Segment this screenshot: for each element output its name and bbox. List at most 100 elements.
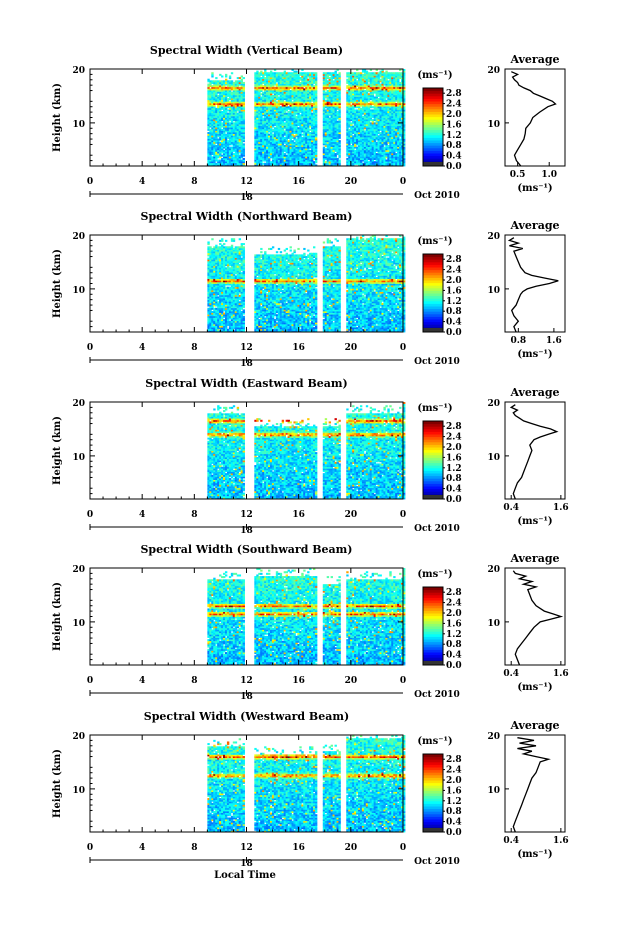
heatmap-cell — [254, 88, 257, 91]
heatmap-cell — [207, 114, 210, 117]
heatmap-cell — [228, 151, 232, 154]
heatmap-cell — [234, 135, 238, 138]
heatmap-cell — [242, 135, 245, 138]
heatmap-cell — [238, 125, 242, 128]
heatmap-cell — [219, 123, 222, 126]
heatmap — [207, 69, 406, 167]
heatmap-cell — [221, 135, 224, 138]
heatmap-cell — [232, 115, 236, 118]
heatmap-cell — [211, 96, 214, 99]
heatmap-cell — [228, 154, 232, 157]
heatmap-cell — [240, 114, 243, 117]
heatmap-cell — [230, 120, 234, 123]
heatmap-cell — [228, 146, 232, 149]
heatmap-cell — [240, 133, 243, 136]
heatmap-cell — [234, 119, 238, 122]
heatmap-cell — [207, 111, 210, 114]
heatmap-cell — [215, 136, 218, 139]
heatmap-cell — [242, 162, 245, 165]
heatmap-cell — [258, 130, 261, 133]
heatmap-cell — [254, 164, 257, 167]
heatmap-cell — [258, 72, 261, 75]
heatmap-cell — [217, 146, 220, 149]
heatmap-cell — [219, 109, 222, 112]
heatmap-cell — [232, 143, 236, 146]
heatmap-cell — [207, 93, 210, 96]
heatmap-cell — [213, 91, 216, 94]
heatmap-cell — [209, 93, 212, 96]
heatmap-cell — [234, 106, 238, 109]
heatmap-cell — [221, 144, 224, 147]
heatmap-cell — [238, 138, 242, 141]
heatmap-cell — [258, 78, 261, 81]
heatmap-cell — [240, 117, 243, 120]
heatmap-cell — [256, 112, 259, 115]
heatmap-cell — [224, 146, 228, 149]
heatmap-cell — [234, 159, 238, 162]
heatmap-cell — [240, 120, 243, 123]
heatmap-cell — [224, 117, 228, 120]
heatmap-cell — [213, 146, 216, 149]
heatmap-cell — [211, 123, 214, 126]
heatmap-cell — [217, 159, 220, 162]
heatmap-cell — [236, 102, 240, 105]
heatmap-cell — [232, 156, 236, 159]
heatmap-cell — [240, 156, 243, 159]
heatmap-cell — [213, 159, 216, 162]
heatmap-cell — [254, 141, 257, 144]
heatmap-cell — [226, 162, 230, 165]
heatmap-cell — [215, 109, 218, 112]
heatmap-cell — [236, 122, 240, 125]
heatmap-cell — [232, 144, 236, 147]
heatmap-cell — [258, 144, 261, 147]
heatmap-cell — [223, 107, 226, 110]
heatmap-cell — [213, 119, 216, 122]
heatmap-cell — [260, 164, 263, 167]
heatmap-cell — [221, 102, 224, 105]
heatmap-cell — [254, 83, 257, 86]
heatmap-cell — [209, 148, 212, 151]
heatmap-cell — [238, 117, 242, 120]
heatmap-cell — [207, 101, 210, 104]
heatmap-cell — [256, 133, 259, 136]
heatmap-cell — [228, 85, 232, 88]
heatmap-cell — [221, 88, 224, 91]
heatmap-cell — [223, 80, 226, 83]
heatmap-cell — [211, 94, 214, 97]
heatmap-cell — [234, 86, 238, 89]
heatmap-cell — [209, 122, 212, 125]
heatmap-cell — [215, 125, 218, 128]
heatmap-cell — [234, 141, 238, 144]
heatmap-cell — [258, 112, 261, 115]
heatmap-cell — [230, 109, 234, 112]
heatmap-cell — [207, 117, 210, 120]
heatmap-cell — [223, 162, 226, 165]
heatmap-cell — [232, 132, 236, 135]
heatmap-cell — [213, 148, 216, 151]
heatmap-cell — [226, 136, 230, 139]
heatmap-cell — [230, 148, 234, 151]
heatmap-cell — [211, 93, 214, 96]
heatmap-cell — [219, 154, 222, 157]
heatmap-cell — [217, 164, 220, 167]
heatmap-cell — [232, 157, 236, 160]
heatmap-cell — [207, 123, 210, 126]
heatmap-cell — [224, 119, 228, 122]
heatmap-cell — [256, 162, 259, 165]
heatmap-cell — [219, 90, 222, 93]
heatmap-cell — [219, 115, 222, 118]
heatmap-cell — [236, 83, 240, 86]
heatmap-cell — [224, 127, 228, 130]
heatmap-cell — [223, 114, 226, 117]
heatmap-cell — [240, 127, 243, 130]
heatmap-cell — [234, 80, 238, 83]
heatmap-cell — [254, 81, 257, 84]
heatmap-cell — [221, 75, 224, 78]
heatmap-cell — [230, 130, 234, 133]
heatmap-cell — [224, 153, 228, 156]
heatmap-cell — [217, 128, 220, 131]
heatmap-cell — [223, 141, 226, 144]
heatmap-cell — [209, 85, 212, 88]
heatmap-cell — [254, 119, 257, 122]
heatmap-cell — [254, 154, 257, 157]
